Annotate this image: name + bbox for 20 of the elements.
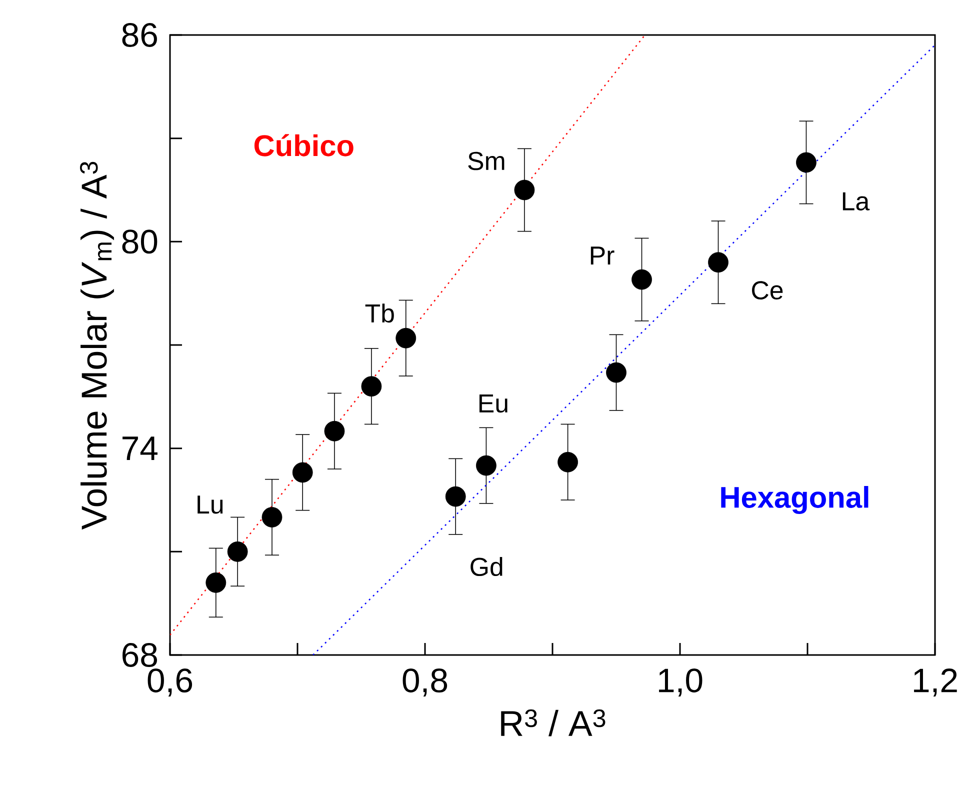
y-axis-title: Volume Molar (V$_{m}$) / A$^{3}$ [80, 162, 114, 530]
annotation: Pr [590, 246, 614, 264]
y-tick-label: 74 [122, 436, 158, 460]
annotation: Eu [479, 394, 508, 413]
annotation: Gd [470, 557, 502, 576]
annotation: La [842, 192, 870, 210]
annotation: Tb [365, 304, 394, 323]
annotation: Sm [468, 152, 504, 170]
annotation: Ce [752, 281, 783, 300]
x-axis-title: R$^{3}$ / A$^{3}$ [501, 709, 606, 736]
text: Cúbico [254, 134, 354, 156]
x-tick-label: 1,2 [914, 668, 957, 696]
y-tick-label: 80 [122, 230, 158, 254]
x-tick-label: 0,8 [402, 668, 448, 696]
annotation: Lu [198, 496, 223, 514]
x-tick-label: 0,6 [148, 668, 192, 696]
x-tick-label: 1,0 [659, 668, 702, 696]
y-tick-label: 86 [122, 22, 157, 47]
y-tick-label: 68 [122, 643, 158, 667]
text: Hexagonal [721, 486, 868, 514]
